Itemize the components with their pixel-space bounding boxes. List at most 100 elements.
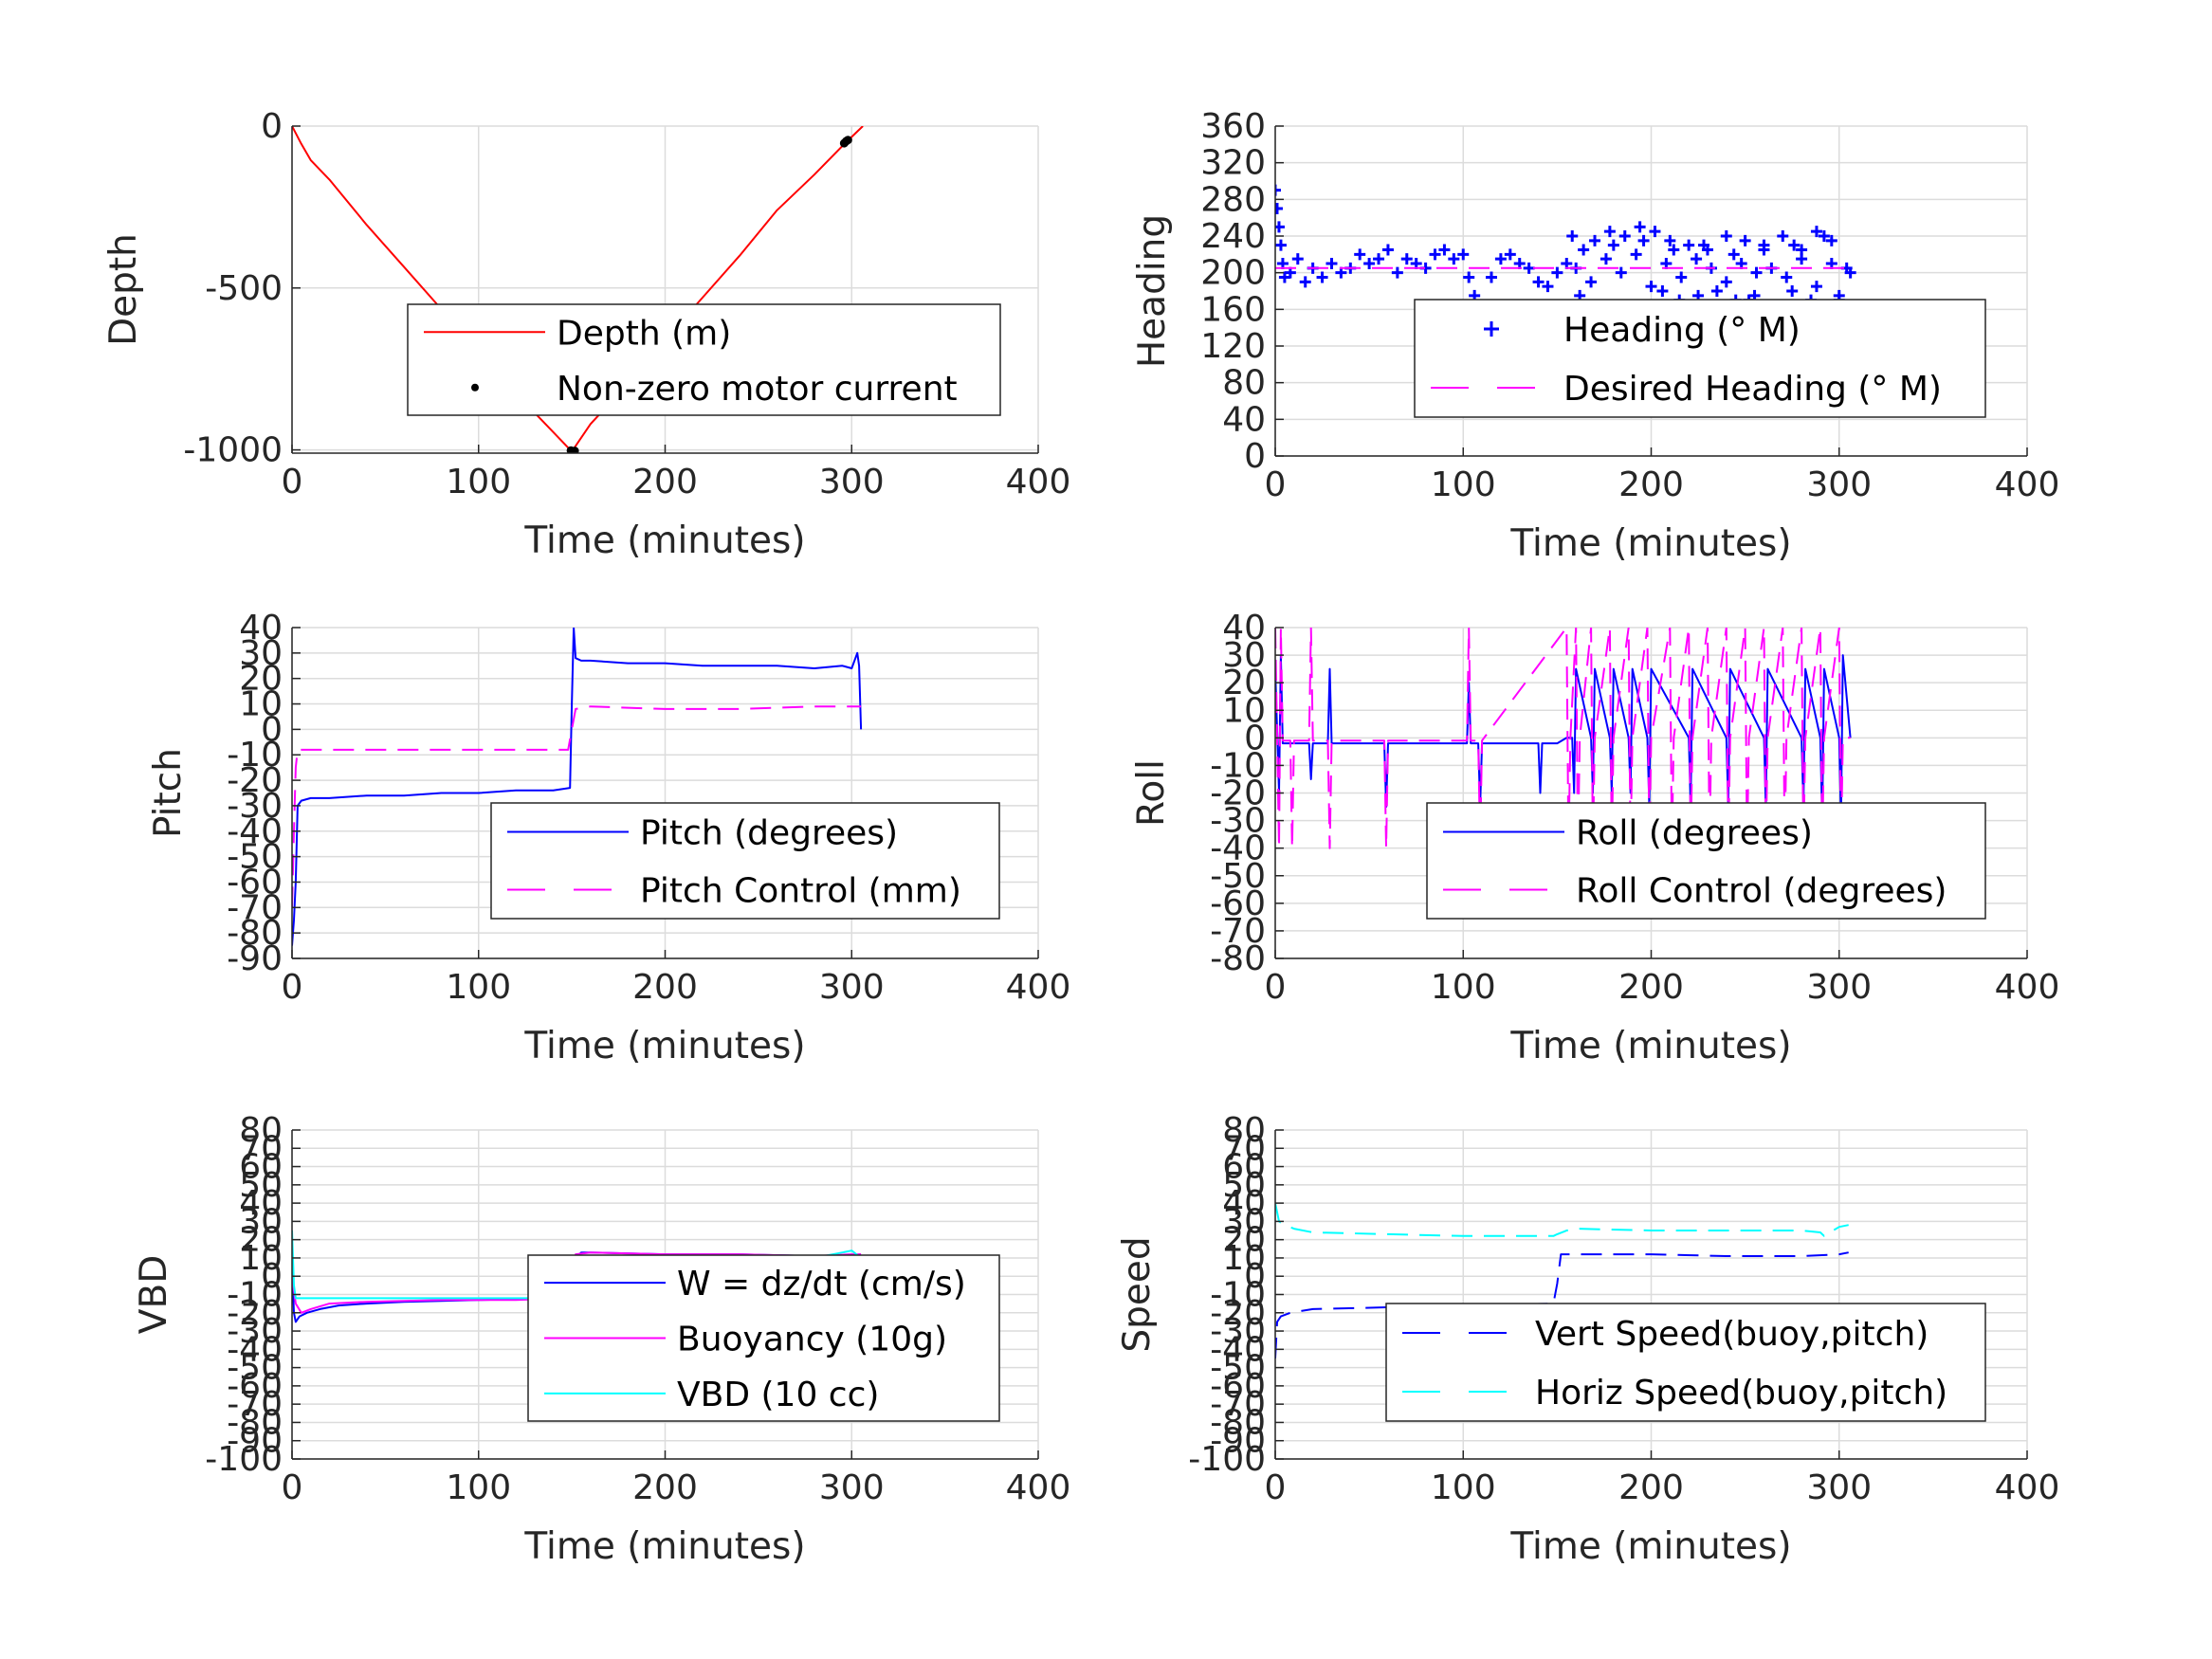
x-tick-label: 300 xyxy=(819,463,885,501)
x-tick-label: 400 xyxy=(1995,465,2060,504)
series-depth-m-line xyxy=(292,126,864,453)
x-tick-label: 200 xyxy=(1618,968,1684,1007)
y-tick-label: 10 xyxy=(1222,1239,1266,1278)
y-tick-label: 30 xyxy=(1222,636,1266,675)
y-tick-label: 20 xyxy=(1222,664,1266,702)
y-tick-label: -60 xyxy=(227,863,283,902)
y-tick-label: -40 xyxy=(1210,1330,1266,1369)
y-axis-label: Roll xyxy=(1130,759,1173,827)
legend: Vert Speed(buoy,pitch) Horiz Speed(buoy,p… xyxy=(1385,1303,1986,1422)
x-axis-label: Time (minutes) xyxy=(523,1525,805,1568)
y-tick-label: -60 xyxy=(1210,1367,1266,1406)
x-tick-label: 400 xyxy=(1995,968,2060,1007)
y-tick-label: -70 xyxy=(1210,1385,1266,1424)
x-tick-label: 200 xyxy=(1618,465,1684,504)
series-group xyxy=(1275,628,1852,849)
y-tick-label: 0 xyxy=(261,710,283,749)
y-tick-label: -40 xyxy=(1210,830,1266,868)
series-heading-m-point xyxy=(1656,285,1669,297)
series-heading-m-point xyxy=(1494,253,1507,265)
series-heading-m-point xyxy=(1634,221,1646,233)
series-heading-m-point xyxy=(1698,239,1710,251)
y-tick-label: -80 xyxy=(1210,939,1266,978)
legend-label: VBD (10 cc) xyxy=(677,1376,879,1414)
series-heading-m-point xyxy=(1720,230,1732,242)
series-heading-m-point xyxy=(1325,258,1338,269)
x-tick-label: 400 xyxy=(1006,463,1071,501)
panel-depth: 0 100 200 300 400 0 -500 -1000 Time (minutes) Dep… xyxy=(102,107,1070,562)
x-tick-label: 0 xyxy=(282,1468,303,1507)
y-tick-label: 240 xyxy=(1200,217,1266,256)
y-tick-label: 320 xyxy=(1200,144,1266,183)
series-heading-m-point xyxy=(1448,253,1460,265)
series-heading-m-point xyxy=(1551,266,1563,279)
y-tick-label: 40 xyxy=(1222,609,1266,647)
series-heading-m-point xyxy=(1786,285,1799,297)
y-tick-label: -50 xyxy=(227,1349,283,1388)
y-tick-label: 50 xyxy=(1222,1166,1266,1205)
series-heading-m-point xyxy=(1373,253,1385,265)
series-heading-m-point xyxy=(1810,281,1822,293)
legend-label: Roll (degrees) xyxy=(1576,814,1813,853)
series-heading-m-point xyxy=(1630,248,1642,261)
legend-box xyxy=(1426,802,1986,920)
y-tick-label: 80 xyxy=(239,1111,283,1150)
legend: Depth (m) Non-zero motor current xyxy=(407,303,1001,416)
y-tick-label: -70 xyxy=(1210,912,1266,951)
y-tick-label: -70 xyxy=(227,1385,283,1424)
series-non-zero-motor-current-point xyxy=(570,447,579,453)
x-tick-label: 100 xyxy=(1431,1468,1496,1507)
series-heading-m-point xyxy=(1566,230,1579,242)
y-tick-label: 60 xyxy=(1222,1148,1266,1187)
y-tick-label: 0 xyxy=(1244,437,1266,476)
y-tick-label: -60 xyxy=(227,1367,283,1406)
series-heading-m-point xyxy=(1438,244,1451,256)
legend-label: Non-zero motor current xyxy=(557,370,958,409)
y-tick-label: 80 xyxy=(1222,1111,1266,1150)
legend-box xyxy=(1414,299,1986,418)
series-heading-m-point xyxy=(1600,253,1612,265)
x-tick-label: 400 xyxy=(1006,1468,1071,1507)
y-tick-label: -30 xyxy=(227,1312,283,1351)
y-tick-label: -20 xyxy=(1210,1294,1266,1333)
series-heading-m-point xyxy=(1615,266,1627,279)
series-heading-m-point xyxy=(1796,253,1808,265)
panel-speed: 0 100 200 300 40080706050403020100-10-20-30-… xyxy=(1116,1111,2059,1568)
y-tick-label: 0 xyxy=(1244,1257,1266,1296)
series-heading-m-point xyxy=(1275,239,1287,251)
panel-heading: 0 100 200 300 40004080120160200240280320360T… xyxy=(1131,107,2059,565)
series-group xyxy=(292,126,864,453)
y-axis-label: VBD xyxy=(133,1255,175,1334)
y-axis-label: Speed xyxy=(1116,1236,1159,1352)
legend-label: Pitch Control (mm) xyxy=(640,872,961,911)
x-tick-label: 300 xyxy=(819,1468,885,1507)
x-tick-label: 300 xyxy=(1806,465,1872,504)
legend-box xyxy=(1385,1303,1986,1422)
y-tick-label: -30 xyxy=(1210,802,1266,841)
x-tick-label: 0 xyxy=(1265,465,1287,504)
series-heading-m-point xyxy=(1683,239,1695,251)
series-heading-m-point xyxy=(1542,281,1554,293)
y-tick-label: -10 xyxy=(227,736,283,775)
series-heading-m-point xyxy=(1758,244,1770,256)
series-pitch-degrees-line xyxy=(292,628,863,946)
series-roll-degrees-line xyxy=(1275,654,1852,822)
y-tick-label: -1000 xyxy=(183,431,283,470)
x-axis-label: Time (minutes) xyxy=(1509,522,1791,565)
series-heading-m-point xyxy=(1589,234,1601,246)
series-heading-m-point xyxy=(1603,226,1616,238)
y-tick-label: -90 xyxy=(1210,1422,1266,1461)
y-tick-label: 60 xyxy=(239,1148,283,1187)
legend-label: Roll Control (degrees) xyxy=(1576,872,1947,911)
series-heading-m-point xyxy=(1291,253,1304,265)
series-heading-m-point xyxy=(1728,248,1740,261)
series-heading-m-point xyxy=(1485,271,1497,283)
y-tick-label: -70 xyxy=(227,888,283,927)
x-tick-label: 300 xyxy=(819,968,885,1007)
legend-label: Vert Speed(buoy,pitch) xyxy=(1535,1315,1929,1354)
y-tick-label: 40 xyxy=(239,1184,283,1223)
series-heading-m-point xyxy=(1691,253,1703,265)
x-tick-label: 100 xyxy=(446,1468,511,1507)
series-heading-m-point xyxy=(1675,271,1688,283)
